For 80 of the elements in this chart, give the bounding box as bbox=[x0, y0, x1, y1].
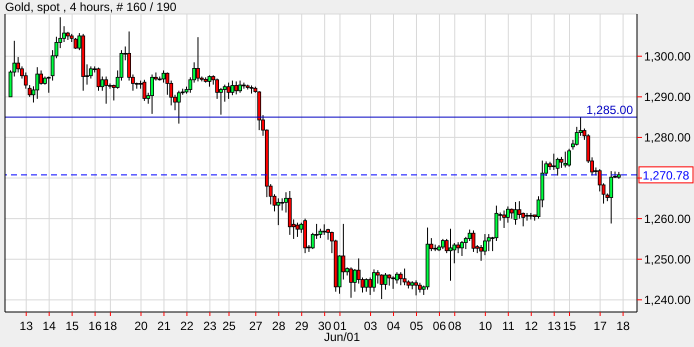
candlestick bbox=[226, 82, 230, 100]
x-tick-label: 22 bbox=[180, 319, 194, 333]
candlestick bbox=[234, 80, 238, 95]
candlestick bbox=[502, 210, 506, 228]
candlestick bbox=[318, 228, 322, 239]
candlestick bbox=[322, 224, 326, 236]
candlestick bbox=[74, 37, 78, 50]
candlestick bbox=[486, 234, 491, 252]
x-tick-label: 11 bbox=[502, 319, 515, 333]
candlestick bbox=[238, 80, 242, 94]
candlestick bbox=[150, 74, 154, 114]
x-tick-label: 25 bbox=[222, 319, 236, 333]
candlestick bbox=[448, 228, 452, 282]
candlestick bbox=[391, 276, 396, 290]
x-tick-label: 28 bbox=[272, 319, 286, 333]
candlestick bbox=[567, 148, 572, 168]
candlestick bbox=[162, 70, 166, 84]
candlestick bbox=[460, 240, 464, 256]
x-tick-label: 06 bbox=[432, 319, 446, 333]
ref-line-label: 1,270.78 bbox=[642, 168, 690, 182]
candlestick bbox=[364, 278, 368, 292]
x-tick-label: 14 bbox=[42, 319, 56, 333]
candlestick bbox=[230, 80, 234, 96]
x-tick-label: 17 bbox=[593, 319, 608, 333]
candlestick bbox=[552, 153, 556, 170]
y-tick-label: 1,250.00 bbox=[644, 252, 692, 266]
candlestick bbox=[514, 201, 518, 226]
x-tick-label: 29 bbox=[295, 319, 309, 333]
x-tick-label: 15 bbox=[65, 319, 80, 333]
x-tick-label: 30 bbox=[318, 319, 332, 333]
candlestick bbox=[556, 157, 560, 176]
ref-line-label: 1,285.00 bbox=[586, 103, 634, 118]
x-tick-label: 27 bbox=[249, 319, 263, 333]
x-tick-label: 16 bbox=[88, 319, 102, 333]
x-tick-label: 13 bbox=[20, 319, 34, 333]
x-tick-label: 20 bbox=[134, 319, 148, 333]
candlestick bbox=[380, 274, 384, 300]
candlestick bbox=[472, 230, 476, 252]
candlestick bbox=[196, 36, 200, 82]
x-tick-label: 18 bbox=[616, 319, 630, 333]
y-tick-label: 1,300.00 bbox=[644, 49, 692, 64]
candlestick bbox=[349, 266, 353, 298]
candlestick bbox=[456, 242, 460, 254]
candlestick bbox=[440, 238, 445, 250]
candlestick bbox=[208, 74, 212, 88]
y-tick-label: 1,240.00 bbox=[644, 293, 692, 308]
x-tick-label: 15 bbox=[562, 319, 577, 333]
candlestick bbox=[402, 268, 406, 286]
x-tick-label: 18 bbox=[104, 319, 118, 333]
candlestick bbox=[418, 282, 422, 294]
candlestick bbox=[609, 170, 614, 224]
x-tick-label: 03 bbox=[364, 319, 378, 333]
candlestick bbox=[414, 280, 418, 296]
candlestick bbox=[479, 244, 484, 262]
y-tick-label: 1,260.00 bbox=[644, 212, 692, 226]
chart-title: Gold, spot , 4 hours, # 160 / 190 bbox=[5, 0, 176, 14]
candlestick bbox=[296, 222, 300, 238]
y-tick-label: 1,290.00 bbox=[644, 90, 692, 104]
candlestick bbox=[104, 76, 108, 104]
x-tick-label: 13 bbox=[548, 319, 562, 333]
candlestick bbox=[96, 67, 100, 92]
candlestick bbox=[142, 79, 146, 102]
x-tick-label: 04 bbox=[386, 319, 401, 333]
x-tick-label: 08 bbox=[448, 319, 462, 333]
text: Jun/01 bbox=[324, 330, 360, 344]
candlestick bbox=[372, 268, 376, 292]
y-tick-label: 1,280.00 bbox=[644, 130, 692, 145]
candlestick bbox=[398, 272, 403, 286]
candlestick bbox=[176, 90, 181, 124]
x-tick-label: 01 bbox=[333, 319, 347, 333]
candlestick bbox=[35, 66, 40, 100]
x-tick-label: 21 bbox=[157, 319, 171, 333]
x-tick-label: 10 bbox=[478, 319, 492, 333]
candlestick bbox=[384, 272, 388, 290]
candlestick bbox=[387, 274, 392, 286]
x-tick-label: 05 bbox=[410, 319, 424, 333]
x-tick-label: 12 bbox=[524, 319, 538, 333]
candlestick bbox=[563, 151, 568, 168]
x-tick-label: 23 bbox=[203, 319, 217, 333]
candlestick bbox=[276, 198, 280, 226]
